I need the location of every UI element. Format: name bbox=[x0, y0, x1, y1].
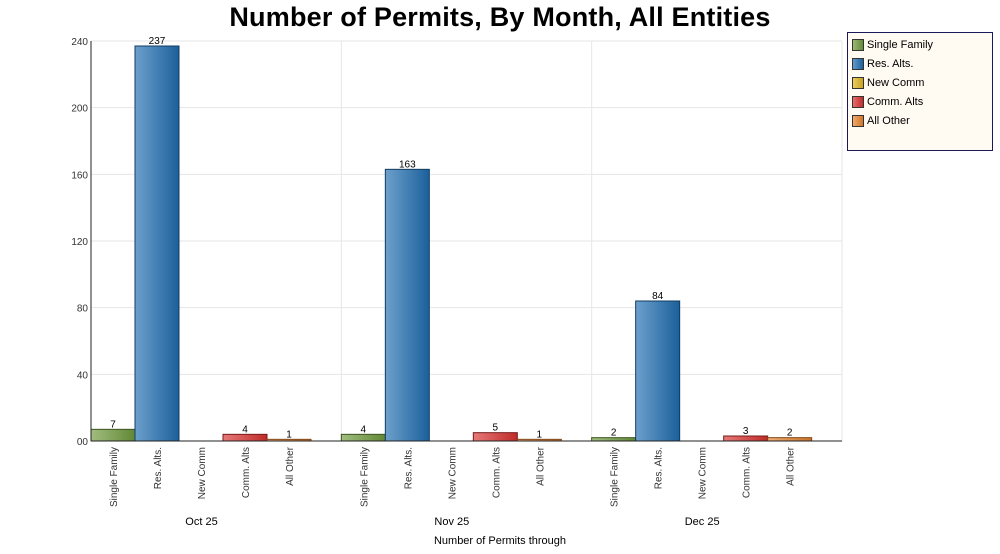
legend: Single Family Res. Alts. New Comm Comm. Alt… bbox=[847, 32, 993, 151]
category-label: Dec 25 bbox=[685, 516, 720, 528]
y-tick-label: 160 bbox=[71, 170, 88, 181]
x-tick-label: New Comm bbox=[197, 447, 208, 499]
bar-res-alts--oct-25 bbox=[134, 45, 180, 442]
legend-swatch bbox=[852, 95, 864, 108]
x-tick-label: Single Family bbox=[359, 447, 370, 507]
bar-single-family-oct-25 bbox=[90, 428, 136, 442]
x-tick-label: Res. Alts. bbox=[403, 447, 414, 489]
data-label: 7 bbox=[110, 419, 116, 430]
y-tick-label: 200 bbox=[71, 104, 88, 115]
x-tick-label: New Comm bbox=[447, 447, 458, 499]
x-tick-label: Res. Alts. bbox=[153, 447, 164, 489]
x-tick-label: All Other bbox=[535, 446, 546, 486]
x-tick-label: Comm. Alts bbox=[491, 447, 502, 498]
legend-item: Single Family bbox=[852, 37, 933, 52]
x-tick-label: New Comm bbox=[698, 447, 709, 499]
x-tick-label: Single Family bbox=[109, 447, 120, 507]
chart-title: Number of Permits, By Month, All Entitie… bbox=[229, 2, 771, 32]
data-label: 5 bbox=[493, 423, 499, 434]
legend-label: Single Family bbox=[867, 38, 934, 51]
bar-comm-alts-nov-25 bbox=[472, 432, 518, 442]
x-tick-label: Single Family bbox=[610, 447, 621, 507]
x-axis-title: Number of Permits through bbox=[433, 535, 567, 547]
y-tick-label: 00 bbox=[77, 437, 89, 448]
y-tick-label: 120 bbox=[71, 237, 88, 248]
x-tick-label: Comm. Alts bbox=[742, 447, 753, 498]
bar-res-alts--nov-25 bbox=[384, 168, 430, 442]
data-label: 2 bbox=[611, 428, 617, 439]
data-label: 4 bbox=[242, 424, 248, 435]
legend-swatch bbox=[852, 57, 864, 70]
data-label: 2 bbox=[787, 428, 793, 439]
data-label: 4 bbox=[361, 424, 367, 435]
legend-label: New Comm bbox=[867, 76, 925, 89]
data-label: 84 bbox=[652, 291, 664, 302]
legend-item: Res. Alts. bbox=[852, 56, 913, 71]
data-label: 237 bbox=[149, 36, 166, 47]
legend-label: Comm. Alts bbox=[867, 95, 924, 108]
x-tick-label: Res. Alts. bbox=[654, 447, 665, 489]
data-label: 3 bbox=[743, 426, 749, 437]
data-label: 1 bbox=[286, 429, 292, 440]
bar-res-alts--dec-25 bbox=[635, 300, 681, 442]
x-tick-label: All Other bbox=[285, 446, 296, 486]
legend-swatch bbox=[852, 76, 864, 89]
y-tick-label: 40 bbox=[77, 370, 89, 381]
category-label: Nov 25 bbox=[434, 516, 469, 528]
legend-item: New Comm bbox=[852, 75, 924, 90]
x-tick-label: Comm. Alts bbox=[241, 447, 252, 498]
legend-item: Comm. Alts bbox=[852, 94, 923, 109]
category-label: Oct 25 bbox=[185, 516, 217, 528]
legend-label: Res. Alts. bbox=[867, 57, 914, 70]
legend-label: All Other bbox=[867, 114, 910, 127]
data-label: 1 bbox=[537, 429, 543, 440]
legend-swatch bbox=[852, 38, 864, 51]
legend-swatch bbox=[852, 114, 864, 127]
y-tick-label: 240 bbox=[71, 37, 88, 48]
data-label: 163 bbox=[399, 159, 416, 170]
legend-item: All Other bbox=[852, 113, 910, 128]
x-tick-label: All Other bbox=[786, 446, 797, 486]
y-tick-label: 80 bbox=[77, 304, 89, 315]
